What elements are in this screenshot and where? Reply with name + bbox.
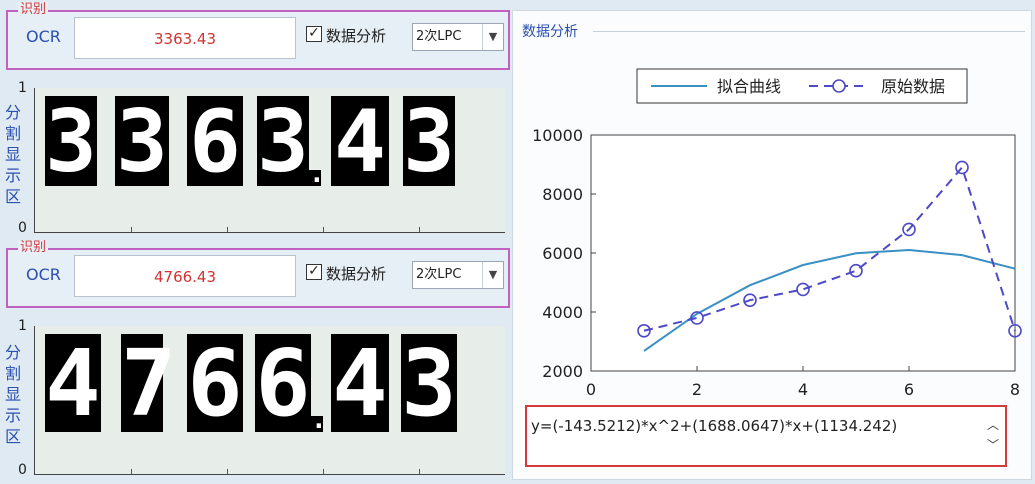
top-x-tick	[419, 227, 420, 232]
data-point-1-3	[796, 282, 810, 297]
top-recognition-group: 识别 OCR 3363.43 ✓ 数据分析 2次LPC ▼	[6, 2, 510, 70]
top-x-tick	[227, 227, 228, 232]
bottom-method-select[interactable]: 2次LPC ▼	[412, 261, 504, 289]
bottom-x-tick	[419, 469, 420, 474]
bottom-y-tick-1: 1	[18, 318, 27, 334]
legend-label-0: 拟合曲线	[717, 77, 781, 96]
top-method-select-value: 2次LPC	[416, 29, 462, 44]
top-group-title: 识别	[18, 2, 49, 18]
bottom-digit-3: 6	[187, 330, 243, 437]
top-ocr-result-field[interactable]: 3363.43	[74, 17, 296, 59]
bottom-x-tick	[323, 469, 324, 474]
bottom-x-tick	[131, 469, 132, 474]
x-tick-label-2: 4	[798, 380, 808, 399]
bottom-data-analysis-label: 数据分析	[326, 265, 387, 283]
y-tick-label-3: 8000	[542, 185, 583, 204]
x-tick-label-1: 2	[692, 380, 702, 399]
data-point-1-7	[1008, 323, 1022, 338]
top-data-analysis-checkbox[interactable]: ✓	[306, 26, 322, 42]
data-point-1-5	[902, 222, 916, 237]
legend-marker-1	[832, 79, 846, 93]
chevron-up-icon[interactable]: ︿	[986, 418, 999, 432]
top-segment-axes: 3 3 6 3 . 4 3	[34, 88, 505, 233]
bottom-digit-dot: .	[311, 405, 327, 435]
chevron-down-icon[interactable]: ﹀	[986, 438, 999, 452]
data-point-1-4	[849, 263, 863, 278]
bottom-digit-1: 4	[45, 330, 101, 437]
data-point-1-1	[690, 311, 704, 325]
x-tick-label-3: 6	[904, 380, 914, 399]
data-point-1-6	[955, 160, 969, 175]
top-method-select[interactable]: 2次LPC ▼	[412, 23, 504, 51]
data-analysis-panel-title: 数据分析	[519, 21, 581, 41]
top-data-analysis-label: 数据分析	[326, 27, 387, 45]
top-digit-1: 3	[45, 92, 97, 192]
bottom-segment-display: 分割显示区 1 0 4 7 6 6 . 4 3	[4, 318, 510, 480]
bottom-digit-5: 4	[331, 330, 389, 437]
bottom-data-analysis-checkbox[interactable]: ✓	[306, 264, 322, 280]
bottom-digit-6: 3	[401, 330, 457, 437]
plot-area	[590, 134, 1016, 372]
legend-label-1: 原始数据	[881, 77, 945, 96]
bottom-method-select-value: 2次LPC	[416, 267, 462, 282]
bottom-recognition-group: 识别 OCR 4766.43 ✓ 数据分析 2次LPC ▼	[6, 240, 510, 308]
bottom-group-title: 识别	[18, 240, 49, 256]
top-digit-dot: .	[309, 159, 325, 189]
top-digit-4: 3	[257, 92, 309, 192]
bottom-segment-axes: 4 7 6 6 . 4 3	[34, 326, 505, 475]
top-x-tick	[323, 227, 324, 232]
top-ocr-label: OCR	[26, 27, 61, 46]
top-y-tick-1: 1	[18, 80, 27, 96]
bottom-segment-label: 分割显示区	[4, 343, 21, 446]
data-analysis-panel: 数据分析 0 2 4 6 8 2000 4000 6000 8000 10000 拟合曲线 原始数据 …	[512, 10, 1032, 480]
top-digit-5: 4	[331, 96, 389, 188]
chevron-down-icon[interactable]: ▼	[482, 24, 503, 50]
bottom-ocr-label: OCR	[26, 265, 61, 284]
series-line-1	[643, 165, 1016, 332]
top-digit-6: 3	[403, 92, 455, 192]
fit-chart: 0 2 4 6 8 2000 4000 6000 8000 10000 拟合曲线 原始数据	[532, 68, 1022, 399]
panel-title-rule	[593, 31, 1025, 32]
top-digit-2: 3	[115, 92, 169, 192]
y-tick-label-1: 4000	[542, 303, 583, 322]
y-tick-label-2: 6000	[542, 244, 583, 263]
top-segment-label: 分割显示区	[4, 103, 21, 206]
bottom-x-tick	[227, 469, 228, 474]
series-line-0	[643, 248, 1016, 352]
equation-text: y=(-143.5212)*x^2+(1688.0647)*x+(1134.24…	[531, 417, 898, 435]
equation-scrollbar[interactable]: ︿ ﹀	[987, 415, 999, 455]
bottom-digit-4: 6	[255, 330, 311, 437]
top-segment-display: 分割显示区 1 0 3 3 6 3 . 4 3	[4, 80, 510, 238]
top-digit-3: 6	[187, 96, 243, 188]
x-tick-label-4: 8	[1010, 380, 1020, 399]
chevron-down-icon[interactable]: ▼	[482, 262, 503, 288]
bottom-ocr-result-field[interactable]: 4766.43	[74, 255, 296, 297]
top-x-tick	[131, 227, 132, 232]
data-point-1-2	[743, 293, 757, 308]
x-tick-label-0: 0	[586, 380, 596, 399]
data-point-1-0	[637, 323, 651, 338]
y-tick-label-0: 2000	[542, 362, 583, 381]
top-y-tick-0: 0	[18, 220, 27, 236]
equation-textbox[interactable]: y=(-143.5212)*x^2+(1688.0647)*x+(1134.24…	[525, 405, 1007, 467]
bottom-digit-2: 7	[121, 330, 177, 437]
y-tick-label-4: 10000	[532, 126, 583, 145]
bottom-y-tick-0: 0	[18, 462, 27, 478]
